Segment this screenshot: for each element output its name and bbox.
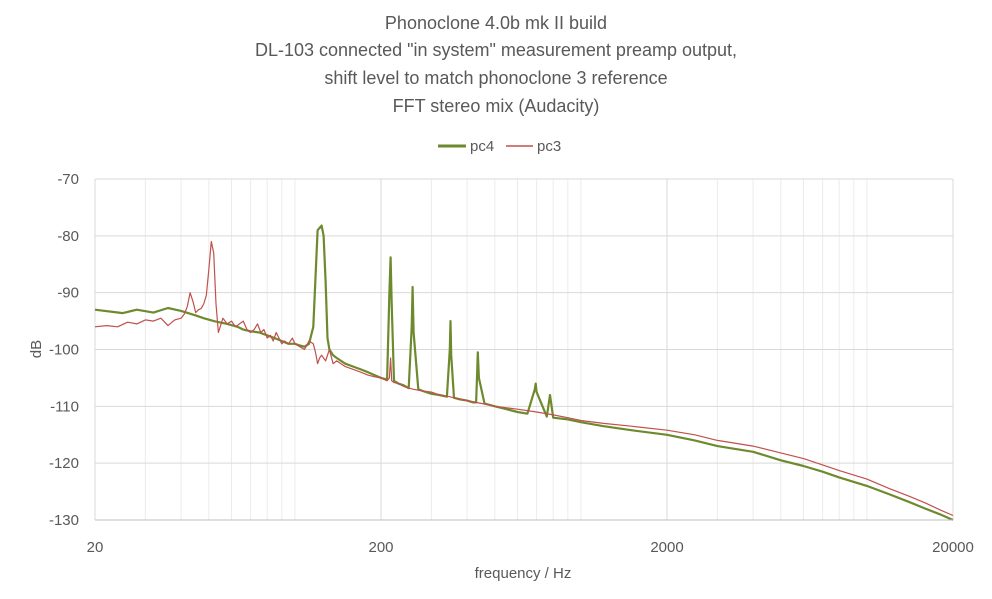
series-lines (94, 224, 954, 522)
legend: pc4 pc3 (438, 138, 561, 155)
x-tick-label: 2000 (650, 539, 683, 556)
series-line-pc4 (94, 224, 954, 522)
x-tick-label: 20 (87, 539, 104, 556)
y-tick-label: -130 (49, 512, 79, 529)
series-line-pc3 (94, 240, 954, 517)
legend-label-pc4: pc4 (470, 138, 494, 155)
grid (94, 178, 954, 521)
x-tick-label: 200 (368, 539, 393, 556)
x-axis-title: frequency / Hz (475, 565, 572, 582)
y-tick-label: -110 (50, 398, 79, 415)
chart-title-line-1: Phonoclone 4.0b mk II build (384, 13, 608, 33)
y-tick-label: -80 (57, 228, 79, 245)
chart-title-line-4: FFT stereo mix (Audacity) (392, 96, 600, 116)
y-tick-label: -100 (49, 342, 79, 359)
y-tick-label: -70 (57, 171, 79, 188)
y-tick-label: -90 (57, 285, 79, 302)
x-tick-label: 20000 (932, 539, 974, 556)
y-axis-title: dB (28, 340, 45, 358)
axes: -70 -80 -90 -100 -110 -120 -130 20 200 2000 20000 (49, 171, 974, 556)
chart-title-line-2: DL-103 connected "in system" measurement… (254, 40, 738, 60)
y-tick-label: -120 (49, 455, 79, 472)
legend-label-pc3: pc3 (537, 138, 561, 155)
chart-title-line-3: shift level to match phonoclone 3 refere… (324, 68, 668, 88)
